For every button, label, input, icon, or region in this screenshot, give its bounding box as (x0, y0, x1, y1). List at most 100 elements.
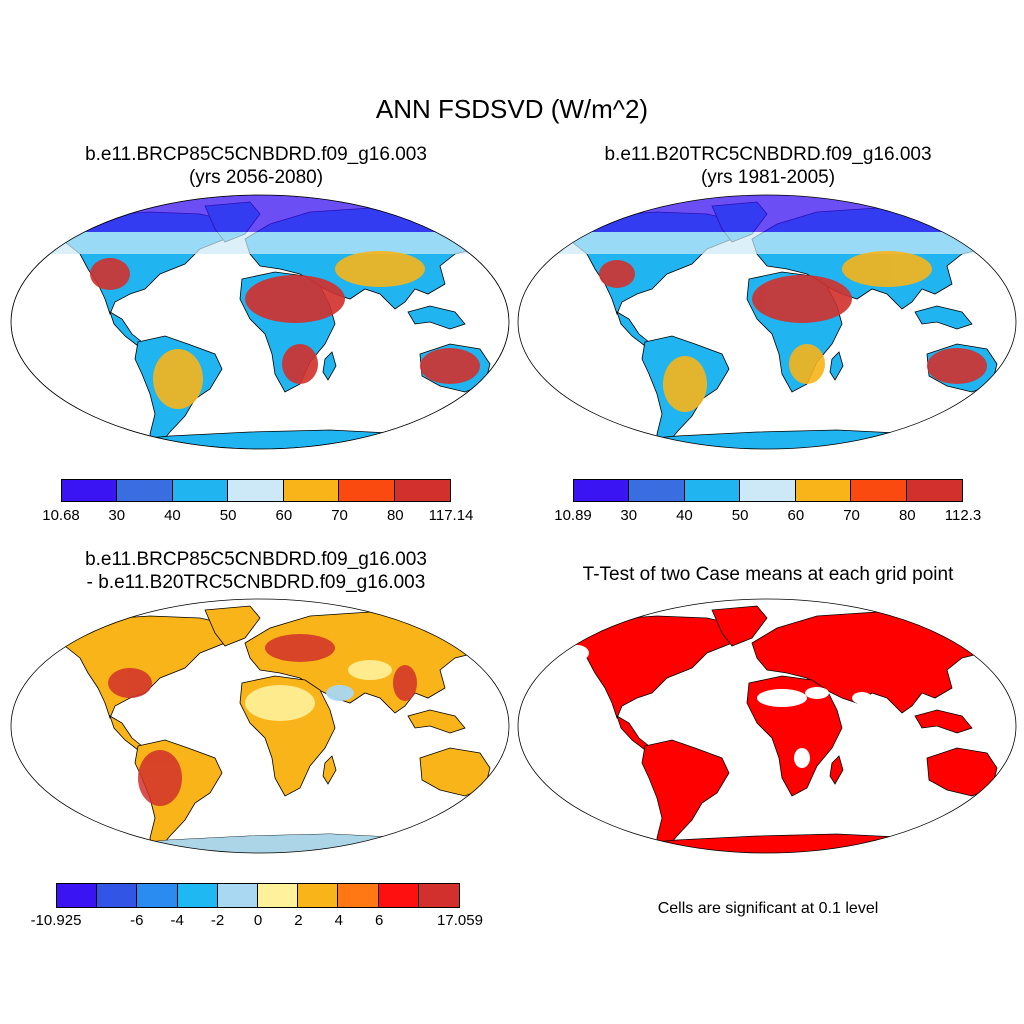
difference-colorbar-labels: -10.925 -6 -4 -2 0 2 4 6 17.059 (31, 912, 483, 932)
figure-title: ANN FSDSVD (W/m^2) (375, 94, 649, 124)
colorbar-tick-label: 60 (787, 507, 805, 524)
colorbar-swatch (378, 884, 419, 907)
colorbar-tick-label: 40 (676, 507, 693, 524)
colorbar-tick-label: -6 (130, 912, 144, 929)
control-sahara (752, 275, 852, 323)
case-map-border (10, 194, 510, 450)
colorbar-tick-label: 0 (253, 912, 263, 929)
control-colorbar (573, 479, 963, 502)
case-s-america (153, 349, 203, 409)
colorbar-swatch (117, 480, 173, 501)
control-title: b.e11.B20TRC5CNBDRD.f09_g16.003 (yrs 198… (512, 143, 1024, 189)
colorbar-swatch (283, 480, 340, 501)
colorbar-tick-label: 80 (898, 507, 916, 524)
case-asia (335, 251, 425, 287)
control-sw-usa (599, 260, 635, 288)
colorbar-swatch (137, 884, 178, 907)
control-s-africa (789, 344, 825, 384)
colorbar-tick-label: 50 (731, 507, 749, 524)
ttest-map (517, 598, 1017, 854)
colorbar-swatch (57, 884, 98, 907)
colorbar-swatch (257, 884, 299, 907)
case-band-arctic (11, 195, 509, 232)
control-band-arctic (518, 195, 1016, 232)
colorbar-tick-label: 70 (331, 507, 348, 524)
difference-e-asia (393, 665, 417, 701)
control-s-america (663, 356, 707, 412)
control-title-line2: (yrs 1981-2005) (700, 167, 836, 188)
case-band-subarctic (11, 232, 509, 254)
control-map (517, 194, 1017, 450)
colorbar-tick-label: 50 (219, 507, 237, 524)
case-s-africa (282, 344, 318, 384)
ttest-insignificant-egypt (805, 687, 829, 699)
colorbar-tick-label: 17.059 (437, 912, 483, 929)
colorbar-swatch (629, 480, 685, 501)
colorbar-swatch (172, 480, 229, 501)
colorbar-tick-label: 6 (375, 912, 384, 929)
difference-title: b.e11.BRCP85C5CNBDRD.f09_g16.003 - b.e11… (0, 548, 512, 594)
difference-colorbar (56, 883, 460, 908)
colorbar-swatch (217, 884, 258, 907)
difference-arabia (326, 685, 354, 701)
difference-n-africa (245, 685, 315, 721)
colorbar-tick-label: 30 (620, 507, 638, 524)
colorbar-tick-label: 117.14 (428, 507, 474, 524)
colorbar-swatch (298, 884, 339, 907)
case-colorbar-labels: 10.68 30 40 50 60 70 80 117.14 (42, 507, 473, 527)
ttest-significant-cells (564, 605, 998, 853)
case-sw-usa (90, 258, 130, 290)
colorbar-tick-label: -10.925 (30, 912, 82, 929)
difference-title-line1: b.e11.BRCP85C5CNBDRD.f09_g16.003 (85, 549, 427, 570)
ttest-insignificant-india (852, 692, 872, 704)
ttest-map-border (517, 598, 1017, 854)
difference-europe (265, 634, 335, 662)
difference-c-asia (348, 660, 392, 680)
case-colorbar (61, 479, 451, 502)
case-map (10, 194, 510, 450)
ttest-note: Cells are significant at 0.1 level (657, 900, 879, 917)
control-australia (927, 348, 987, 384)
colorbar-tick-label: 10.89 (554, 507, 592, 524)
difference-title-line2: - b.e11.B20TRC5CNBDRD.f09_g16.003 (86, 572, 426, 593)
colorbar-tick-label: 40 (164, 507, 181, 524)
colorbar-tick-label: 112.3 (944, 507, 982, 524)
ttest-insignificant-alaska (565, 645, 589, 661)
colorbar-swatch (795, 480, 852, 501)
colorbar-tick-label: -4 (170, 912, 184, 929)
case-title: b.e11.BRCP85C5CNBDRD.f09_g16.003 (yrs 20… (0, 143, 512, 189)
difference-map-border (10, 598, 510, 854)
colorbar-swatch (906, 480, 962, 501)
case-title-line1: b.e11.BRCP85C5CNBDRD.f09_g16.003 (85, 144, 427, 165)
ttest-insignificant-s-africa (794, 748, 810, 768)
case-australia (420, 348, 480, 384)
colorbar-swatch (574, 480, 630, 501)
colorbar-tick-label: 60 (275, 507, 293, 524)
control-title-line1: b.e11.B20TRC5CNBDRD.f09_g16.003 (604, 144, 932, 165)
colorbar-swatch (338, 884, 379, 907)
difference-amazon (138, 750, 182, 806)
ttest-title: T-Test of two Case means at each grid po… (582, 564, 954, 585)
colorbar-tick-label: -2 (210, 912, 225, 929)
colorbar-tick-label: 80 (386, 507, 404, 524)
colorbar-tick-label: 10.68 (42, 507, 80, 524)
control-colorbar-labels: 10.89 30 40 50 60 70 80 112.3 (554, 507, 981, 527)
control-map-border (517, 194, 1017, 450)
colorbar-swatch (177, 884, 218, 907)
colorbar-tick-label: 4 (334, 912, 343, 929)
colorbar-swatch (418, 884, 459, 907)
control-band-subarctic (518, 232, 1016, 254)
colorbar-swatch (97, 884, 138, 907)
case-title-line2: (yrs 2056-2080) (188, 167, 324, 188)
colorbar-swatch (684, 480, 741, 501)
ttest-insignificant-sahara (757, 689, 807, 707)
colorbar-swatch (851, 480, 907, 501)
control-asia (842, 251, 932, 287)
colorbar-swatch (62, 480, 118, 501)
case-sahara (245, 275, 345, 323)
difference-e-usa (108, 668, 152, 698)
colorbar-tick-label: 2 (294, 912, 303, 929)
colorbar-swatch (740, 480, 796, 501)
colorbar-tick-label: 30 (108, 507, 126, 524)
difference-map (10, 598, 510, 854)
